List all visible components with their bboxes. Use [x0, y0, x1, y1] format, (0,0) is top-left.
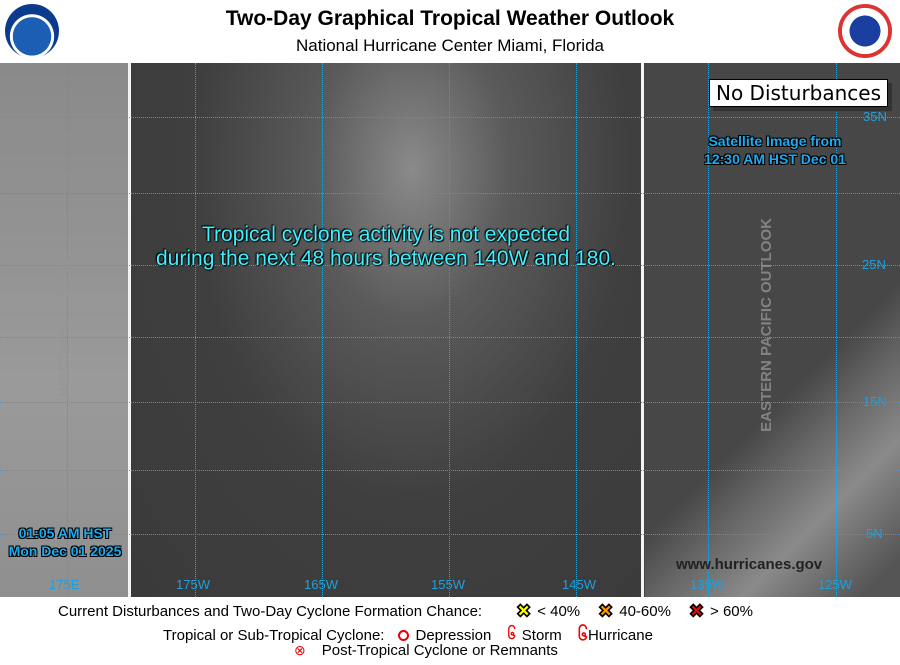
eastern-pacific-panel [645, 63, 900, 597]
legend-label: Current Disturbances and Two-Day Cyclone… [58, 603, 483, 620]
lon-label: 145W [562, 577, 596, 592]
lat-label: 35N [863, 109, 887, 124]
x-yellow-icon: ✖ [516, 601, 532, 622]
legend-mid: 40-60% [619, 603, 671, 620]
eastern-pacific-label: EASTERN PACIFIC OUTLOOK [758, 218, 775, 432]
lon-label: 125W [818, 577, 852, 592]
legend-label: Tropical or Sub-Tropical Cyclone: [163, 627, 385, 644]
legend-row-post-tropical: ⊗ Post-Tropical Cyclone or Remnants [294, 642, 558, 659]
legend: Current Disturbances and Two-Day Cyclone… [0, 597, 900, 665]
depression-icon [398, 630, 410, 641]
issue-time-line: 01:05 AM HST [18, 525, 112, 541]
western-pacific-label: WESTERN PACIFIC [56, 258, 73, 397]
post-tropical-icon: ⊗ [294, 642, 306, 658]
central-pacific-panel [131, 63, 641, 597]
header: Two-Day Graphical Tropical Weather Outlo… [0, 0, 900, 63]
legend-depression: Depression [415, 627, 492, 644]
status-box: No Disturbances [709, 79, 889, 107]
outlook-message: Tropical cyclone activity is not expecte… [131, 223, 641, 271]
hurricane-icon: ၆ [577, 624, 588, 644]
lon-label: 135W [690, 577, 724, 592]
legend-hurricane: Hurricane [587, 627, 653, 644]
satellite-map: 175E 175W 165W 155W 145W 135W 125W 35N 2… [0, 63, 900, 597]
legend-storm: Storm [521, 627, 562, 644]
message-line: Tropical cyclone activity is not expecte… [201, 223, 571, 246]
lon-label: 175W [176, 577, 210, 592]
panel-divider [641, 63, 644, 597]
lon-label: 175E [49, 577, 80, 592]
legend-row-formation: Current Disturbances and Two-Day Cyclone… [58, 601, 753, 622]
legend-high: > 60% [710, 603, 753, 620]
satellite-line: 12:30 AM HST Dec 01 [704, 151, 846, 167]
panel-divider [128, 63, 131, 597]
satellite-line: Satellite Image from [708, 133, 842, 149]
legend-low: < 40% [537, 603, 581, 620]
storm-icon: ၆ [507, 625, 516, 643]
satellite-time: Satellite Image from 12:30 AM HST Dec 01 [660, 132, 890, 168]
lat-label: 5N [866, 526, 883, 541]
western-pacific-panel [0, 63, 128, 597]
message-line: during the next 48 hours between 140W an… [156, 247, 616, 270]
nws-logo [838, 4, 892, 58]
website-label: www.hurricanes.gov [676, 556, 823, 573]
legend-post-tropical: Post-Tropical Cyclone or Remnants [321, 642, 558, 659]
issue-date-line: Mon Dec 01 2025 [8, 543, 122, 559]
noaa-logo [5, 4, 59, 58]
issue-time: 01:05 AM HST Mon Dec 01 2025 [0, 524, 130, 560]
lon-label: 165W [304, 577, 338, 592]
x-orange-icon: ✖ [598, 601, 614, 622]
lon-label: 155W [431, 577, 465, 592]
page-title: Two-Day Graphical Tropical Weather Outlo… [225, 7, 675, 30]
page-subtitle: National Hurricane Center Miami, Florida [295, 36, 604, 55]
legend-row-cyclone: Tropical or Sub-Tropical Cyclone: Depres… [163, 622, 653, 649]
lat-label: 25N [862, 257, 886, 272]
x-red-icon: ✖ [688, 601, 705, 622]
lat-label: 15N [863, 394, 887, 409]
